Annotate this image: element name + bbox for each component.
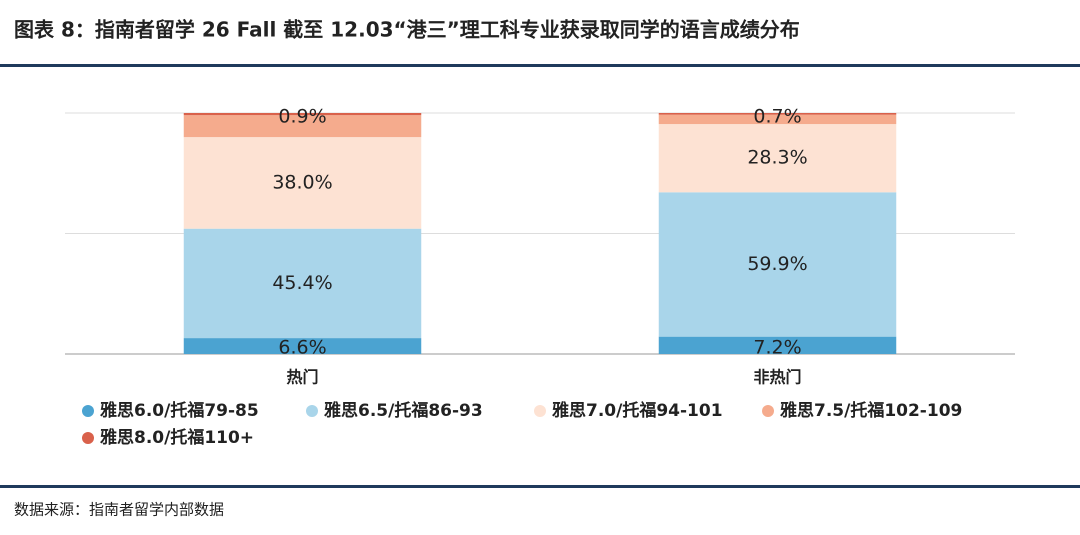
value-label: 28.3% xyxy=(747,147,807,169)
chart-title: 图表 8：指南者留学 26 Fall 截至 12.03“港三”理工科专业获录取同… xyxy=(14,18,800,42)
legend-label: 雅思8.0/托福110+ xyxy=(99,427,254,448)
value-label: 0.9% xyxy=(278,106,326,128)
bar-segment xyxy=(183,228,422,339)
value-label: 59.9% xyxy=(747,253,807,275)
legend-label: 雅思6.0/托福79-85 xyxy=(99,400,259,421)
bar-segment xyxy=(658,113,897,115)
legend-marker xyxy=(534,405,546,417)
legend-marker xyxy=(82,432,94,444)
bar-segment xyxy=(183,115,422,138)
bar-segment xyxy=(183,113,422,116)
legend-label: 雅思7.0/托福94-101 xyxy=(551,400,723,421)
bar-segment xyxy=(658,336,897,354)
bar-segment xyxy=(658,192,897,337)
value-label: 0.7% xyxy=(753,106,801,128)
top-rule xyxy=(0,64,1080,67)
legend-label: 雅思6.5/托福86-93 xyxy=(323,400,483,421)
value-label: 38.0% xyxy=(272,171,332,193)
bar-segment xyxy=(658,114,897,125)
value-label: 45.4% xyxy=(272,272,332,294)
x-tick-label: 非热门 xyxy=(753,368,801,387)
legend-marker xyxy=(762,405,774,417)
source-note: 数据来源：指南者留学内部数据 xyxy=(14,501,224,519)
x-tick-label: 热门 xyxy=(286,368,318,387)
legend-label: 雅思7.5/托福102-109 xyxy=(779,400,962,421)
value-label: 7.2% xyxy=(753,337,801,359)
bottom-rule xyxy=(0,485,1080,488)
legend-marker xyxy=(306,405,318,417)
value-label: 6.6% xyxy=(278,337,326,359)
legend-marker xyxy=(82,405,94,417)
bar-segment xyxy=(183,137,422,229)
bar-segment xyxy=(658,124,897,193)
bar-segment xyxy=(183,338,422,354)
